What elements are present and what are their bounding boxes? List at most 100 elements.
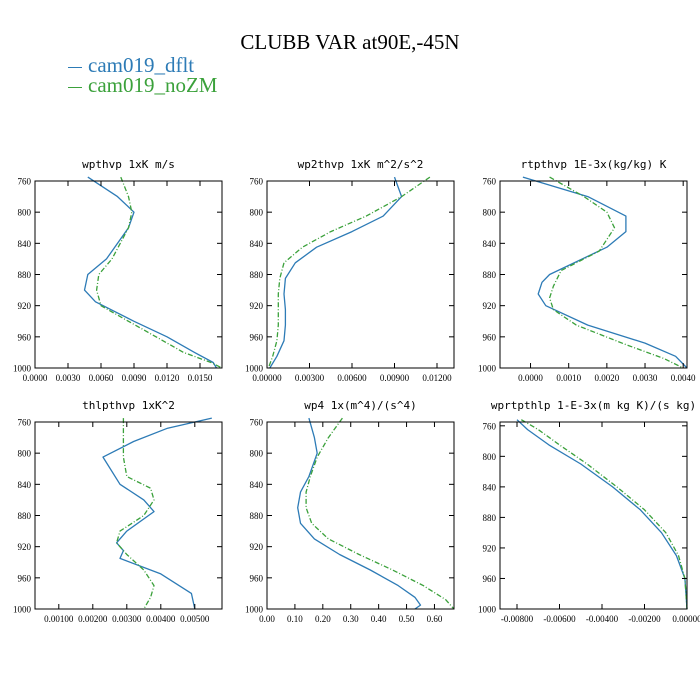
y-tick-label: 1000 xyxy=(478,364,497,374)
x-tick-label: 0.01200 xyxy=(422,373,452,383)
y-tick-label: 840 xyxy=(250,480,264,490)
y-tick-label: 920 xyxy=(250,301,264,311)
x-tick-label: 0.00 xyxy=(259,614,275,624)
y-tick-label: 880 xyxy=(483,513,497,523)
x-tick-label: -0.00800 xyxy=(501,614,534,624)
x-tick-label: 0.0120 xyxy=(155,373,180,383)
figure-title: CLUBB VAR at90E,-45N xyxy=(240,30,460,54)
x-tick-label: 0.00200 xyxy=(78,614,108,624)
x-tick-label: 0.0040 xyxy=(671,373,696,383)
plot-frame xyxy=(266,180,455,369)
x-tick-label: 0.0030 xyxy=(633,373,658,383)
x-tick-label: 0.00500 xyxy=(180,614,210,624)
y-tick-label: 960 xyxy=(250,332,264,342)
y-tick-label: 880 xyxy=(18,511,32,521)
plot-frame xyxy=(34,421,223,610)
panel-6: wprtpthlp 1-E-3x(m kg K)/(s kg)-0.00800-… xyxy=(478,399,700,624)
x-tick-label: 0.0150 xyxy=(188,373,213,383)
legend-line-dflt xyxy=(68,66,82,68)
series-line-dflt xyxy=(516,419,688,610)
panel-5: wp4 1x(m^4)/(s^4) 0.00 0.10 0.20 0.30 0.40 0.5… xyxy=(245,399,455,624)
y-tick-label: 960 xyxy=(483,332,497,342)
y-tick-label: 800 xyxy=(483,452,497,462)
x-tick-label: 0.40 xyxy=(371,614,387,624)
y-tick-label: 760 xyxy=(483,177,497,187)
x-tick-label: -0.00600 xyxy=(543,614,576,624)
y-tick-label: 880 xyxy=(250,270,264,280)
panel-title: wp4 1x(m^4)/(s^4) xyxy=(304,399,417,412)
panel-title: wprtpthlp 1-E-3x(m kg K)/(s kg) xyxy=(491,399,696,412)
y-tick-label: 800 xyxy=(250,449,264,459)
y-tick-label: 800 xyxy=(18,208,32,218)
x-tick-label: 0.50 xyxy=(399,614,415,624)
x-tick-label: 0.0020 xyxy=(594,373,619,383)
y-tick-label: 920 xyxy=(250,542,264,552)
y-tick-label: 800 xyxy=(18,449,32,459)
y-tick-label: 840 xyxy=(483,239,497,249)
panel-3: rtpthvp 1E-3x(kg/kg) K 0.0000 0.0010 0.0020… xyxy=(478,158,696,383)
series-line-dflt xyxy=(522,176,688,369)
x-tick-label: 0.00000 xyxy=(672,614,700,624)
x-tick-label: 0.00900 xyxy=(380,373,410,383)
y-tick-label: 800 xyxy=(250,208,264,218)
panel-title: wp2thvp 1xK m^2/s^2 xyxy=(298,158,424,171)
y-tick-label: 800 xyxy=(483,208,497,218)
y-tick-label: 840 xyxy=(250,239,264,249)
y-tick-label: 880 xyxy=(483,270,497,280)
panel-2: wp2thvp 1xK m^2/s^2 0.00000 0.00300 0.00600… xyxy=(245,158,455,383)
x-tick-label: 0.30 xyxy=(343,614,359,624)
y-tick-label: 760 xyxy=(18,177,32,187)
x-tick-label: 0.20 xyxy=(315,614,331,624)
x-tick-label: 0.0010 xyxy=(556,373,581,383)
x-tick-label: 0.00400 xyxy=(146,614,176,624)
y-tick-label: 920 xyxy=(483,543,497,553)
y-tick-label: 920 xyxy=(483,301,497,311)
series-line-dflt xyxy=(297,417,422,610)
y-tick-label: 760 xyxy=(483,421,497,431)
plot-frame xyxy=(266,421,455,610)
legend-entry-dflt: cam019_dflt xyxy=(68,54,194,76)
x-tick-label: 0.10 xyxy=(287,614,303,624)
panel-title: rtpthvp 1E-3x(kg/kg) K xyxy=(521,158,667,171)
y-tick-label: 840 xyxy=(18,480,32,490)
series-line-nozm xyxy=(95,176,223,369)
x-tick-label: 0.0000 xyxy=(23,373,48,383)
y-tick-label: 1000 xyxy=(478,605,497,615)
series-line-dflt xyxy=(83,176,218,369)
panel-title: wpthvp 1xK m/s xyxy=(82,158,175,171)
y-tick-label: 760 xyxy=(250,177,264,187)
legend-label-nozm: cam019_noZM xyxy=(88,73,218,97)
series-line-nozm xyxy=(305,417,455,610)
legend-entry-nozm: cam019_noZM xyxy=(68,74,217,96)
y-tick-label: 920 xyxy=(18,301,32,311)
x-tick-label: 0.0060 xyxy=(89,373,114,383)
y-tick-label: 1000 xyxy=(245,605,264,615)
y-tick-label: 760 xyxy=(250,418,264,428)
y-tick-label: 840 xyxy=(18,239,32,249)
series-line-dflt xyxy=(269,176,403,369)
y-tick-label: 880 xyxy=(250,511,264,521)
x-tick-label: -0.00400 xyxy=(586,614,619,624)
panel-4: thlpthvp 1xK^2 0.00100 0.00200 0.00300 0.004… xyxy=(13,399,223,624)
plot-frame xyxy=(499,180,688,369)
y-tick-label: 960 xyxy=(483,574,497,584)
legend-line-nozm xyxy=(68,86,82,88)
x-tick-label: 0.00000 xyxy=(252,373,282,383)
x-tick-label: -0.00200 xyxy=(628,614,661,624)
y-tick-label: 1000 xyxy=(13,364,32,374)
y-tick-label: 1000 xyxy=(245,364,264,374)
x-tick-label: 0.0030 xyxy=(56,373,81,383)
series-line-nozm xyxy=(115,418,155,610)
x-tick-label: 0.00600 xyxy=(337,373,367,383)
panel-1: wpthvp 1xK m/s 0.0000 0.0030 0.0060 0.0090 0.… xyxy=(13,158,223,383)
y-tick-label: 880 xyxy=(18,270,32,280)
plot-frame xyxy=(499,421,688,610)
y-tick-label: 920 xyxy=(18,542,32,552)
legend-label-dflt: cam019_dflt xyxy=(88,53,195,77)
series-line-nozm xyxy=(520,419,688,610)
y-tick-label: 960 xyxy=(18,332,32,342)
y-tick-label: 1000 xyxy=(13,605,32,615)
y-tick-label: 960 xyxy=(18,573,32,583)
x-tick-label: 0.0090 xyxy=(122,373,147,383)
